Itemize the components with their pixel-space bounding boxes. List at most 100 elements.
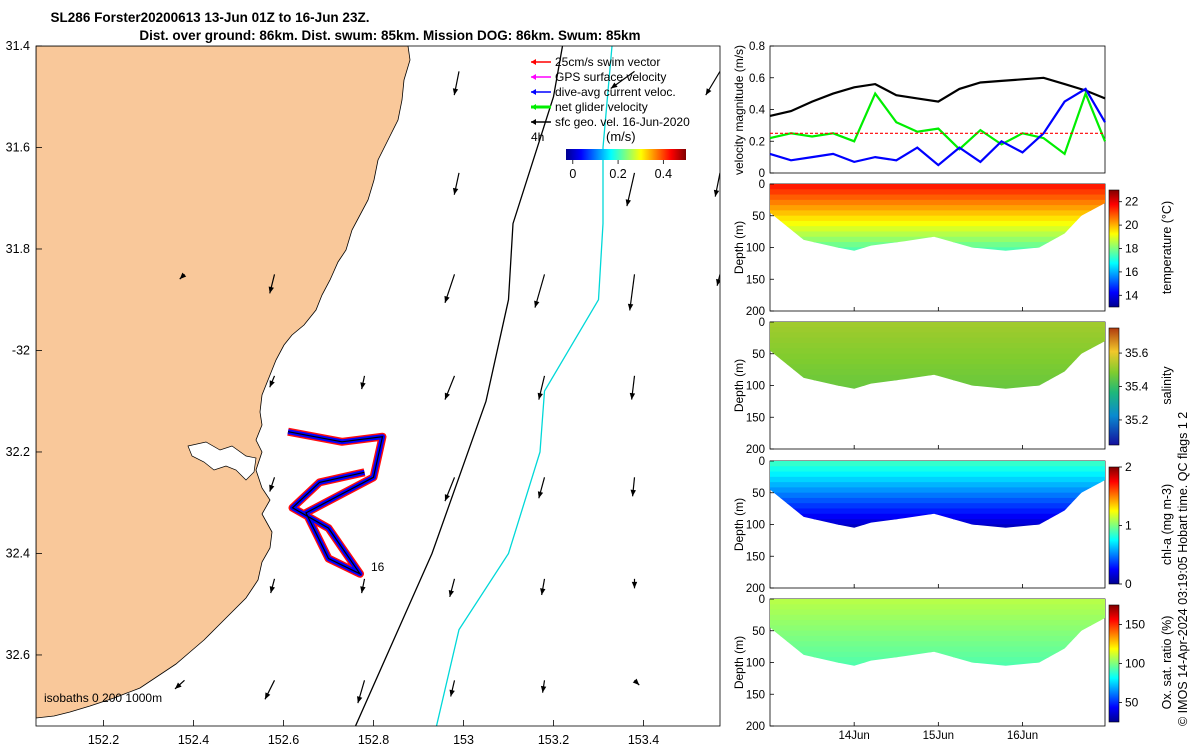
- velocity-ylabel: velocity magnitude (m/s): [732, 45, 746, 175]
- section-band: [770, 205, 1105, 212]
- section-band: [770, 599, 1105, 605]
- section-band: [770, 646, 1105, 653]
- section-band: [770, 327, 1105, 334]
- coastline-land: [36, 46, 411, 719]
- geo-velocity-arrow: [629, 375, 636, 400]
- colorbar-tick-label: 2: [1125, 460, 1132, 474]
- section-panel-salinity: 0 50 100 150 200 Depth (m) 35.2 35.4 35.6 salinit…: [732, 317, 1174, 456]
- section-band: [770, 620, 1105, 627]
- section-band: [770, 497, 1105, 504]
- map-y-tick-label: 31.4: [6, 39, 30, 53]
- section-y-tick-label: 0: [759, 179, 765, 191]
- map-x-tick-label: 152.4: [178, 733, 209, 747]
- legend-label: GPS surface velocity: [555, 70, 666, 84]
- geo-velocity-arrow: [627, 274, 636, 311]
- geo-velocity-arrow: [716, 274, 720, 286]
- geo-velocity-arrow: [269, 578, 276, 594]
- colorbar-tick-label: 35.4: [1125, 380, 1149, 394]
- colorbar-tick-label: 0.4: [655, 167, 672, 181]
- colorbar-tick-label: 1: [1125, 519, 1132, 533]
- velocity-magnitude-panel: 0 0.2 0.4 0.6 0.8 velocity magnitude (m/s): [732, 41, 1107, 180]
- section-band: [770, 210, 1105, 217]
- section-band: [770, 476, 1105, 483]
- velocity-frame: [769, 45, 1106, 174]
- geo-velocity-arrow: [268, 274, 276, 294]
- geo-velocity-arrow: [625, 172, 636, 207]
- section-band: [770, 194, 1105, 201]
- section-y-tick-label: 100: [746, 520, 765, 532]
- section-y-tick-label: 100: [746, 381, 765, 393]
- section-band: [770, 630, 1105, 637]
- section-y-tick-label: 50: [752, 626, 765, 638]
- section-y-tick-label: 200: [746, 444, 765, 456]
- geo-velocity-arrow: [540, 680, 547, 693]
- map-x-tick-label: 153.4: [628, 733, 659, 747]
- colorbar-tick-label: 100: [1125, 657, 1145, 671]
- section-band: [770, 508, 1105, 515]
- geo-velocity-arrow: [713, 172, 720, 197]
- section-colorbar-label: chl-a (mg m-3): [1160, 484, 1174, 565]
- section-band: [770, 184, 1105, 190]
- section-band: [770, 199, 1105, 206]
- isobath-1000m: [435, 46, 613, 726]
- section-y-tick-label: 0: [759, 317, 765, 329]
- colorbar-tick-label: 18: [1125, 242, 1139, 256]
- velocity-series-line: [769, 76, 1106, 117]
- section-y-tick-label: 100: [746, 243, 765, 255]
- track-end-label: 16: [371, 560, 385, 574]
- section-band: [770, 231, 1105, 238]
- colorbar-tick-label: 20: [1125, 218, 1139, 232]
- section-band: [770, 353, 1105, 360]
- velocity-y-tick-label: 0.4: [749, 105, 766, 117]
- section-band: [770, 466, 1105, 473]
- map-y-tick-label: 32.2: [6, 445, 30, 459]
- section-y-tick-label: 0: [759, 594, 765, 606]
- section-band: [770, 609, 1105, 616]
- velocity-y-tick-label: 0.6: [749, 73, 765, 85]
- section-colorbar: [1108, 466, 1120, 585]
- map-y-tick-label: 32.4: [6, 546, 30, 560]
- section-y-tick-label: 50: [752, 349, 765, 361]
- isobaths-label: isobaths 0 200 1000m: [44, 691, 162, 705]
- section-band: [770, 364, 1105, 371]
- geo-velocity-arrow: [360, 578, 366, 594]
- section-y-tick-label: 200: [746, 721, 765, 733]
- geo-velocity-arrow: [179, 272, 187, 280]
- map-frame: [35, 45, 721, 727]
- geo-velocity-arrow: [452, 172, 460, 195]
- section-band: [770, 226, 1105, 233]
- geo-velocity-arrow: [360, 375, 366, 390]
- section-ylabel: Depth (m): [732, 636, 746, 689]
- section-colorbar: [1108, 327, 1120, 446]
- map-y-tick-label: -32: [12, 343, 30, 357]
- section-colorbar-label: Ox. sat. ratio (%): [1160, 616, 1174, 710]
- section-y-tick-label: 150: [746, 689, 765, 701]
- map-x-axis: 152.2 152.4 152.6 152.8 153 153.2 153.4: [88, 720, 659, 747]
- figure-subtitle: Dist. over ground: 86km. Dist. swum: 85k…: [139, 28, 641, 43]
- section-y-tick-label: 100: [746, 658, 765, 670]
- colorbar-tick-label: 14: [1125, 288, 1139, 302]
- geo-velocity-arrow: [537, 477, 546, 499]
- geo-velocity-arrow: [452, 71, 460, 96]
- section-x-tick-label: 16Jun: [1007, 730, 1038, 742]
- section-band: [770, 358, 1105, 365]
- map-x-tick-label: 153.2: [538, 733, 569, 747]
- geo-velocity-arrow: [632, 678, 640, 686]
- geo-velocity-arrow: [540, 578, 546, 596]
- section-band: [770, 369, 1105, 376]
- colorbar-tick-label: 16: [1125, 265, 1139, 279]
- colorbar-tick-label: 35.2: [1125, 413, 1149, 427]
- section-band: [770, 635, 1105, 642]
- section-panel-temperature: 0 50 100 150 200 Depth (m) 14 16 18 20 22 temperatu…: [732, 179, 1174, 318]
- geo-velocity-arrow: [444, 274, 456, 304]
- glider-track-line: [287, 431, 384, 576]
- legend-label: dive-avg current veloc.: [555, 85, 676, 99]
- section-band: [770, 641, 1105, 648]
- map-x-tick-label: 153: [453, 733, 474, 747]
- geo-velocity-arrow: [537, 375, 546, 400]
- legend-label: sfc geo. vel. 16-Jun-2020: [555, 115, 690, 129]
- section-y-tick-label: 150: [746, 412, 765, 424]
- isobath-200m: [354, 46, 564, 726]
